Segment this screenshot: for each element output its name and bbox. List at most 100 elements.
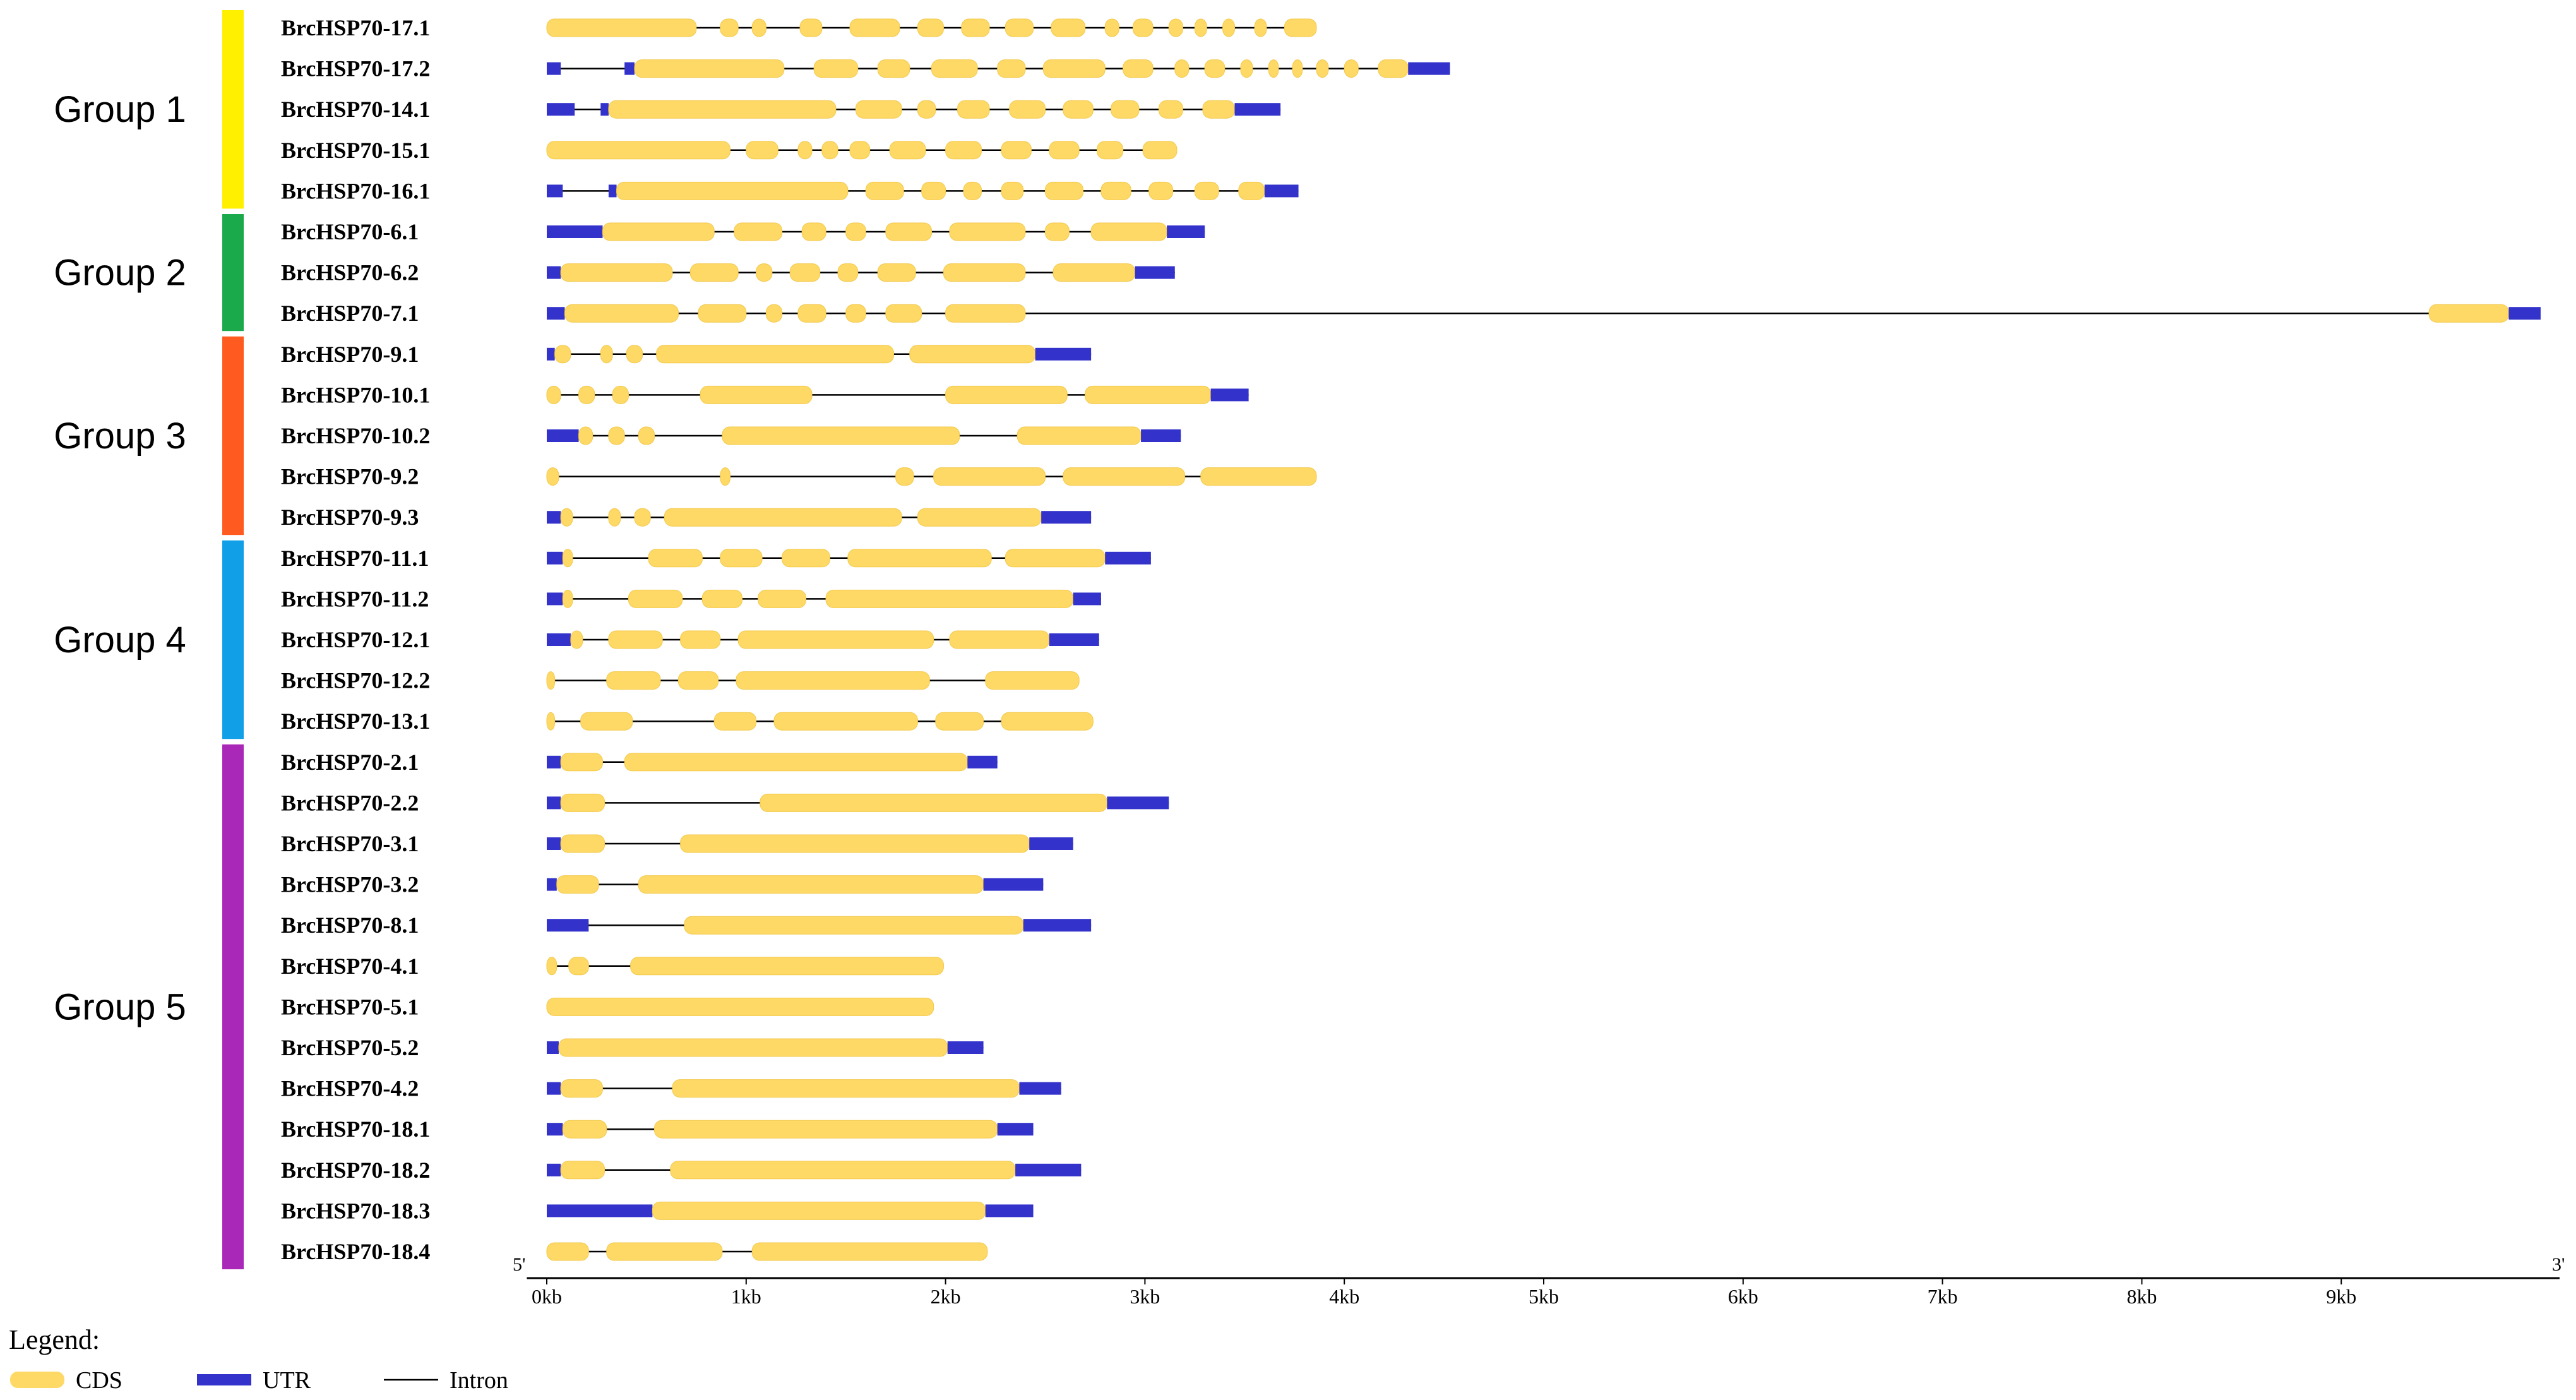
utr-segment bbox=[547, 1082, 561, 1095]
group-label-1: Group 1 bbox=[54, 89, 186, 130]
cds-segment bbox=[935, 712, 984, 731]
cds-segment bbox=[546, 385, 561, 404]
cds-segment bbox=[837, 263, 859, 282]
gene-label-brchsp70-3-1: BrcHSP70-3.1 bbox=[281, 831, 419, 856]
gene-track-brchsp70-4-2 bbox=[547, 1079, 1061, 1098]
cds-segment bbox=[1292, 59, 1303, 78]
utr-segment bbox=[547, 184, 563, 198]
cds-segment bbox=[1378, 59, 1409, 78]
group-bar-1 bbox=[222, 10, 244, 209]
cds-segment bbox=[624, 753, 968, 772]
gene-track-brchsp70-6-2 bbox=[547, 263, 1175, 282]
utr-segment bbox=[547, 837, 561, 850]
cds-segment bbox=[1063, 100, 1094, 119]
axis-tick-label: 3kb bbox=[1130, 1285, 1160, 1308]
legend-utr-swatch bbox=[197, 1374, 251, 1385]
gene-track-brchsp70-9-2 bbox=[546, 467, 1317, 486]
cds-segment bbox=[1085, 385, 1212, 404]
cds-segment bbox=[720, 18, 739, 37]
cds-segment bbox=[562, 589, 573, 608]
cds-segment bbox=[734, 222, 783, 241]
gene-track-brchsp70-15-1 bbox=[546, 141, 1178, 160]
utr-segment bbox=[1015, 1163, 1082, 1176]
utr-segment bbox=[547, 307, 565, 320]
gene-track-brchsp70-18-1 bbox=[547, 1120, 1034, 1139]
cds-segment bbox=[877, 263, 916, 282]
cds-segment bbox=[602, 222, 715, 241]
gene-track-brchsp70-12-1 bbox=[547, 630, 1099, 649]
cds-segment bbox=[664, 508, 902, 527]
cds-segment bbox=[562, 1120, 607, 1139]
gene-track-brchsp70-18-4 bbox=[546, 1242, 988, 1261]
legend-label-cds: CDS bbox=[76, 1367, 122, 1394]
gene-label-brchsp70-5-1: BrcHSP70-5.1 bbox=[281, 994, 419, 1019]
utr-segment bbox=[1019, 1082, 1061, 1095]
cds-segment bbox=[943, 263, 1026, 282]
axis-tick-label: 6kb bbox=[1728, 1285, 1758, 1308]
utr-segment bbox=[547, 266, 561, 279]
cds-segment bbox=[546, 141, 731, 160]
cds-segment bbox=[556, 875, 599, 894]
cds-segment bbox=[765, 304, 783, 323]
cds-segment bbox=[1017, 426, 1142, 445]
gene-track-brchsp70-18-2 bbox=[547, 1161, 1082, 1180]
gene-track-brchsp70-5-2 bbox=[547, 1038, 984, 1057]
gene-track-brchsp70-7-1 bbox=[547, 304, 2541, 323]
utr-segment bbox=[1264, 184, 1299, 198]
cds-segment bbox=[560, 263, 673, 282]
cds-segment bbox=[997, 59, 1026, 78]
cds-segment bbox=[546, 671, 556, 690]
legend: Legend: CDS UTR Intron bbox=[9, 1324, 508, 1394]
utr-segment bbox=[547, 62, 561, 75]
gene-label-brchsp70-18-2: BrcHSP70-18.2 bbox=[281, 1158, 430, 1183]
cds-segment bbox=[909, 345, 1036, 364]
gene-label-brchsp70-16-1: BrcHSP70-16.1 bbox=[281, 178, 430, 203]
cds-segment bbox=[560, 1079, 603, 1098]
cds-segment bbox=[1194, 181, 1219, 200]
cds-segment bbox=[799, 18, 823, 37]
group-bar-2 bbox=[222, 214, 244, 332]
legend-cds-swatch bbox=[10, 1372, 64, 1388]
gene-track-brchsp70-11-1 bbox=[547, 549, 1151, 568]
utr-segment bbox=[547, 511, 561, 524]
cds-segment bbox=[713, 712, 757, 731]
cds-segment bbox=[606, 671, 661, 690]
utr-segment bbox=[983, 878, 1044, 891]
utr-segment bbox=[1049, 633, 1099, 646]
gene-track-brchsp70-2-1 bbox=[547, 753, 998, 772]
cds-segment bbox=[1001, 141, 1032, 160]
cds-segment bbox=[945, 385, 1068, 404]
cds-segment bbox=[1238, 181, 1265, 200]
utr-segment bbox=[1105, 551, 1151, 565]
axis-tick-label: 2kb bbox=[931, 1285, 961, 1308]
cds-segment bbox=[608, 630, 663, 649]
cds-segment bbox=[751, 1242, 988, 1261]
axis-tick-label: 7kb bbox=[1928, 1285, 1958, 1308]
cds-segment bbox=[1009, 100, 1046, 119]
cds-segment bbox=[737, 630, 934, 649]
cds-segment bbox=[1104, 18, 1119, 37]
utr-segment bbox=[1035, 347, 1092, 361]
cds-segment bbox=[1045, 181, 1084, 200]
cds-segment bbox=[1052, 263, 1136, 282]
cds-segment bbox=[917, 100, 936, 119]
gene-label-brchsp70-12-2: BrcHSP70-12.2 bbox=[281, 668, 430, 693]
cds-segment bbox=[751, 18, 766, 37]
utr-segment bbox=[547, 633, 571, 646]
axis-5prime-label: 5' bbox=[513, 1254, 525, 1275]
gene-label-brchsp70-5-2: BrcHSP70-5.2 bbox=[281, 1035, 419, 1060]
utr-segment bbox=[1029, 837, 1073, 850]
cds-segment bbox=[1222, 18, 1236, 37]
cds-segment bbox=[684, 916, 1024, 935]
group-bar-3 bbox=[222, 336, 244, 535]
group-label-4: Group 4 bbox=[54, 619, 186, 661]
cds-segment bbox=[560, 793, 605, 812]
cds-segment bbox=[698, 304, 747, 323]
gene-label-brchsp70-2-2: BrcHSP70-2.2 bbox=[281, 790, 419, 815]
utr-segment bbox=[547, 347, 555, 361]
gene-label-brchsp70-6-1: BrcHSP70-6.1 bbox=[281, 219, 419, 244]
cds-segment bbox=[2428, 304, 2509, 323]
legend-title: Legend: bbox=[9, 1324, 100, 1355]
cds-segment bbox=[1123, 59, 1154, 78]
